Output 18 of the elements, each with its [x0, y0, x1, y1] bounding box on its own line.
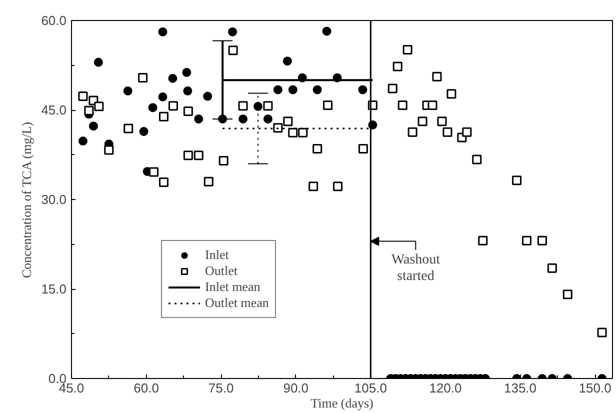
- legend-label: Inlet: [205, 247, 229, 263]
- y-tick-label: 60.0: [41, 13, 67, 28]
- x-tick-label: 135.0: [504, 380, 537, 396]
- x-axis-title: Time (days): [310, 396, 374, 410]
- x-tick-label: 60.0: [134, 380, 159, 396]
- x-tick-label: 150.0: [578, 380, 612, 396]
- y-tick-label: 15.0: [41, 282, 67, 296]
- x-tick-label: 105.0: [354, 380, 387, 396]
- y-axis-title: Concentration of TCA (mg/L): [19, 122, 34, 278]
- x-tick-label: 75.0: [208, 380, 234, 396]
- x-tick-label: 90.0: [283, 380, 309, 396]
- legend-label: Outlet mean: [205, 295, 269, 311]
- y-tick-label: 30.0: [41, 192, 67, 207]
- x-tick-label: 120.0: [429, 380, 462, 396]
- y-tick-label: 45.0: [41, 102, 67, 118]
- legend-label: Inlet mean: [205, 279, 260, 295]
- legend-label: Outlet: [205, 263, 238, 279]
- annotation: Washout started: [391, 252, 440, 284]
